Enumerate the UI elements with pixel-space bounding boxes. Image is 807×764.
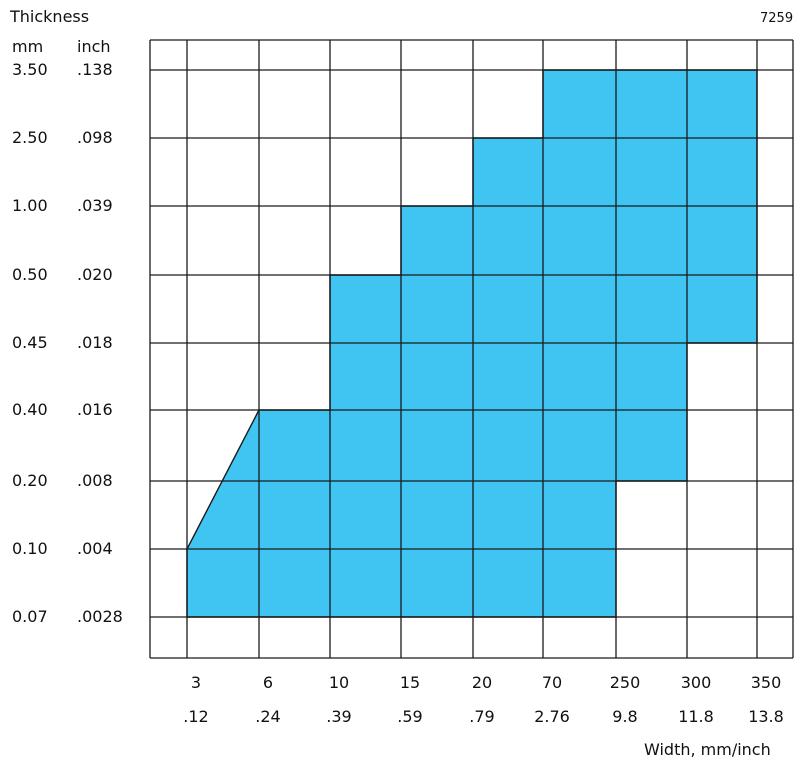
- x-tick-label-inch: 2.76: [534, 707, 570, 726]
- x-tick-label-mm: 6: [262, 673, 274, 692]
- x-tick-label-inch: .59: [397, 707, 423, 726]
- x-tick-label-mm: 300: [680, 673, 712, 692]
- x-tick-label-inch: 13.8: [748, 707, 784, 726]
- y-tick-label-mm: 2.50: [12, 128, 48, 147]
- y-tick-label-mm: 3.50: [12, 60, 48, 79]
- x-tick-label-mm: 250: [609, 673, 641, 692]
- y-tick-label-mm: 0.07: [12, 607, 48, 626]
- figure-id: 7259: [760, 11, 794, 26]
- y-tick-label-mm: 1.00: [12, 196, 48, 215]
- x-tick-label-inch: .12: [183, 707, 209, 726]
- x-axis-title: Width, mm/inch: [644, 740, 771, 759]
- y-tick-label-inch: .098: [77, 128, 113, 147]
- y-tick-label-inch: .008: [77, 471, 113, 490]
- x-tick-label-mm: 350: [750, 673, 782, 692]
- x-tick-label-inch: .79: [469, 707, 495, 726]
- x-tick-label-mm: 70: [541, 673, 563, 692]
- y-tick-label-inch: .039: [77, 196, 113, 215]
- x-tick-label-mm: 10: [328, 673, 350, 692]
- y-tick-label-mm: 0.10: [12, 539, 48, 558]
- y-tick-label-inch: .0028: [77, 607, 123, 626]
- y-tick-label-inch: .016: [77, 400, 113, 419]
- y-tick-label-inch: .004: [77, 539, 113, 558]
- x-tick-label-mm: 3: [190, 673, 202, 692]
- x-tick-label-inch: 9.8: [612, 707, 638, 726]
- unit-inch-label: inch: [77, 37, 111, 56]
- x-tick-label-inch: 11.8: [678, 707, 714, 726]
- y-tick-label-inch: .020: [77, 265, 113, 284]
- x-tick-label-inch: .39: [326, 707, 352, 726]
- y-tick-label-inch: .138: [77, 60, 113, 79]
- y-tick-label-mm: 0.50: [12, 265, 48, 284]
- y-tick-label-mm: 0.40: [12, 400, 48, 419]
- y-tick-label-mm: 0.20: [12, 471, 48, 490]
- x-tick-label-inch: .24: [255, 707, 281, 726]
- y-tick-label-mm: 0.45: [12, 333, 48, 352]
- unit-mm-label: mm: [12, 37, 44, 56]
- x-tick-label-mm: 20: [471, 673, 493, 692]
- x-tick-label-mm: 15: [399, 673, 421, 692]
- thickness-header: Thickness: [10, 7, 90, 26]
- capability-region-outline: [186, 69, 758, 618]
- y-tick-label-inch: .018: [77, 333, 113, 352]
